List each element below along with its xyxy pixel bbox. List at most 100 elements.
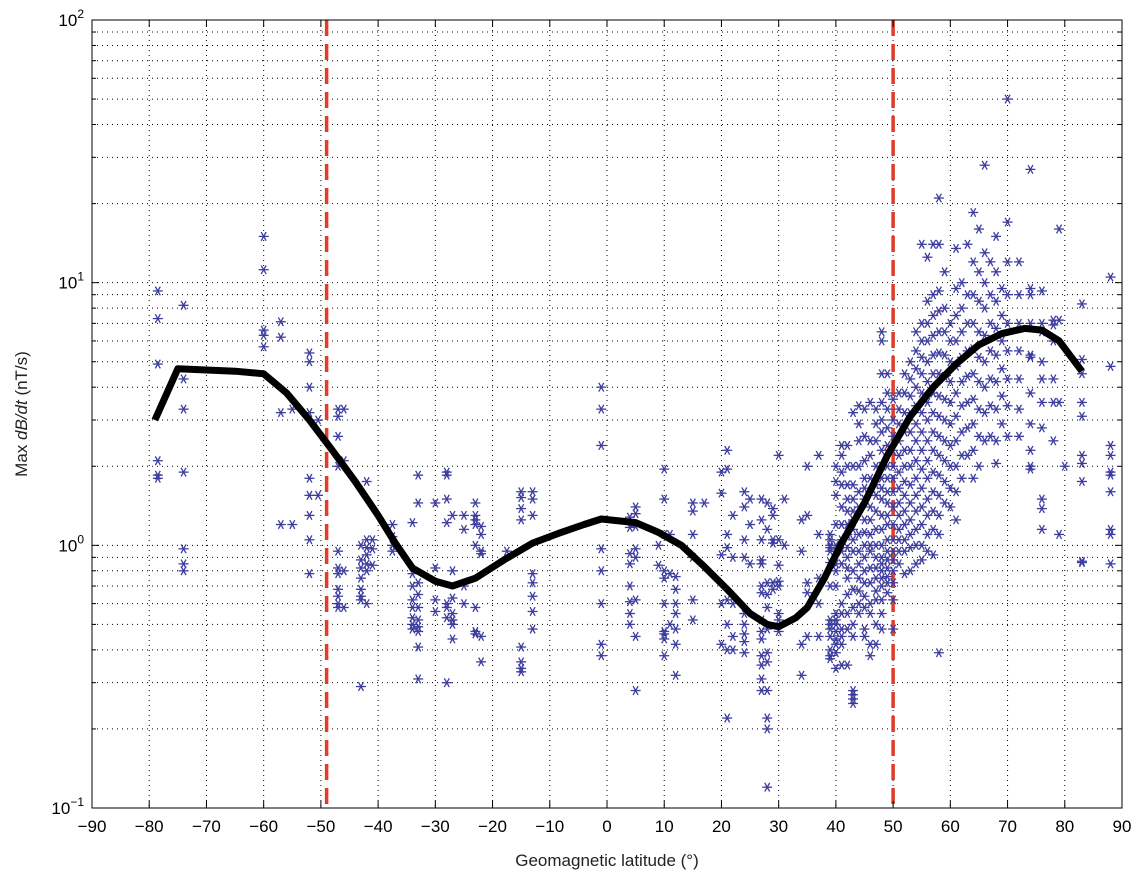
data-point-asterisk	[413, 470, 424, 480]
data-point-asterisk	[1036, 494, 1047, 504]
data-point-asterisk	[361, 476, 372, 487]
data-point-asterisk	[152, 359, 163, 369]
data-point-asterisk	[922, 494, 933, 504]
data-point-asterisk	[1002, 346, 1013, 356]
data-point-asterisk	[876, 327, 887, 337]
data-point-asterisk	[516, 515, 527, 525]
data-point-asterisk	[951, 336, 962, 346]
threshold-lines	[324, 20, 895, 808]
data-point-asterisk	[933, 239, 944, 249]
x-tick-label: −70	[192, 817, 221, 836]
data-point-asterisk	[870, 586, 881, 596]
data-point-asterisk	[1105, 470, 1116, 480]
x-tick-label: 80	[1055, 817, 1074, 836]
data-point-asterisk	[842, 440, 853, 451]
data-point-asterisk	[1076, 450, 1087, 461]
data-point-asterisk	[756, 515, 767, 525]
data-point-asterisk	[1036, 357, 1047, 367]
data-point-asterisk	[739, 535, 750, 545]
data-point-asterisk	[624, 559, 635, 569]
data-point-asterisk	[893, 498, 904, 508]
data-point-asterisk	[905, 445, 916, 455]
data-point-asterisk	[945, 502, 956, 512]
data-point-asterisk	[687, 529, 698, 540]
data-point-asterisk	[848, 480, 859, 490]
data-point-asterisk	[756, 588, 767, 598]
data-point-asterisk	[836, 598, 847, 609]
data-point-asterisk	[911, 456, 921, 466]
data-point-asterisk	[973, 376, 984, 387]
data-point-asterisk	[716, 488, 727, 498]
data-point-asterisk	[916, 519, 927, 530]
data-point-asterisk	[413, 642, 424, 652]
data-point-asterisk	[870, 436, 881, 446]
data-point-asterisk	[848, 407, 859, 418]
data-point-asterisk	[1025, 445, 1036, 455]
data-point-asterisk	[916, 369, 927, 379]
data-point-asterisk	[911, 419, 921, 429]
data-point-asterisk	[476, 631, 487, 642]
data-point-asterisk	[956, 473, 967, 483]
data-point-asterisk	[1059, 461, 1070, 471]
data-point-asterisk	[899, 506, 910, 516]
data-point-asterisk	[939, 267, 950, 277]
data-point-asterisk	[1025, 164, 1036, 175]
data-point-asterisk	[865, 529, 876, 540]
data-point-asterisk	[905, 566, 916, 576]
data-point-asterisk	[762, 498, 773, 508]
data-point-asterisk	[756, 674, 767, 684]
x-tick-label: 60	[941, 817, 960, 836]
data-point-asterisk	[979, 407, 990, 418]
data-point-asterisk	[911, 364, 921, 374]
data-point-asterisk	[939, 436, 950, 446]
data-point-asterisk	[905, 480, 916, 490]
data-point-asterisk	[985, 257, 996, 267]
data-point-asterisk	[853, 559, 864, 569]
data-point-asterisk	[888, 519, 899, 530]
data-point-asterisk	[1105, 440, 1116, 451]
data-point-asterisk	[911, 346, 921, 356]
data-point-asterisk	[430, 563, 441, 573]
data-point-asterisk	[624, 597, 635, 607]
data-point-asterisk	[956, 303, 967, 313]
data-point-asterisk	[722, 464, 733, 474]
data-point-asterisk	[447, 510, 458, 521]
data-point-asterisk	[527, 510, 538, 521]
data-point-asterisk	[258, 231, 269, 242]
data-point-asterisk	[973, 352, 984, 362]
data-point-asterisk	[516, 642, 527, 652]
data-point-asterisk	[911, 490, 921, 500]
data-point-asterisk	[802, 461, 813, 471]
data-point-asterisk	[1036, 318, 1047, 329]
data-point-asterisk	[304, 382, 315, 392]
data-point-asterisk	[1002, 94, 1013, 104]
data-point-asterisk	[441, 470, 452, 480]
data-point-asterisk	[928, 550, 939, 560]
data-point-asterisk	[865, 578, 876, 588]
data-point-asterisk	[848, 494, 859, 504]
data-point-asterisk	[739, 502, 750, 512]
data-point-asterisk	[996, 310, 1007, 321]
data-point-asterisk	[1014, 404, 1024, 414]
data-point-asterisk	[939, 327, 950, 337]
data-point-asterisk	[825, 654, 836, 664]
data-point-asterisk	[991, 323, 1002, 334]
data-point-asterisk	[876, 624, 887, 634]
data-point-asterisk	[1076, 556, 1087, 566]
data-point-asterisk	[1054, 397, 1065, 408]
data-point-asterisk	[178, 374, 189, 384]
data-point-asterisk	[945, 440, 956, 451]
data-point-asterisk	[991, 436, 1002, 446]
data-point-asterisk	[630, 631, 641, 642]
data-point-asterisk	[911, 436, 921, 446]
data-point-asterisk	[939, 456, 950, 466]
data-point-asterisk	[905, 529, 916, 540]
data-point-asterisk	[527, 487, 538, 497]
data-point-asterisk	[951, 487, 962, 497]
data-point-asterisk	[1036, 374, 1047, 384]
data-point-asterisk	[447, 593, 458, 603]
data-point-asterisk	[939, 350, 950, 360]
data-point-asterisk	[659, 573, 670, 583]
data-point-asterisk	[333, 411, 344, 421]
data-point-asterisk	[905, 427, 916, 437]
